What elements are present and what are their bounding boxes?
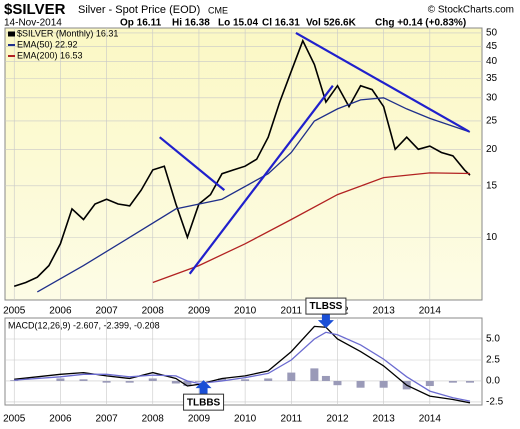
series-line [14,331,471,402]
annotation-box [183,393,225,411]
x-tick-label: 2010 [234,414,257,425]
quote-field: Lo 15.04 [218,18,258,29]
x-tick-label: 2011 [281,306,303,317]
x-tick-label: 2006 [49,306,72,317]
quote-field: Vol 526.6K [306,18,357,29]
series-line [13,38,471,287]
histogram-bar [148,378,157,381]
x-tick-label: 2007 [95,414,118,425]
x-tick-label: 2014 [419,306,442,317]
x-tick-label: 2005 [3,414,26,425]
x-tick-label: 2007 [95,306,118,317]
date: 14-Nov-2014 [4,18,62,29]
x-tick-label: 2009 [188,414,211,425]
histogram-bar [287,372,296,381]
y-tick-label: 45 [486,41,498,52]
plot-area [4,317,483,406]
y-tick-label: 0.0 [486,376,500,387]
series-group [13,38,471,293]
annotation-arrow [317,314,334,329]
x-tick-label: 2006 [49,414,72,425]
histogram-bar [218,378,227,381]
histogram-bar [183,380,192,387]
x-tick-label: 2008 [142,306,165,317]
x-tick-label: 2010 [234,306,257,317]
chart-subtitle: Silver - Spot Price (EOD) [78,4,200,16]
histogram-bar [333,380,342,386]
legend-label: EMA(200) 16.53 [17,50,83,60]
annotation-box [305,297,347,315]
y-tick-label: 10 [486,232,498,243]
quote-field: Hi 16.38 [172,18,210,29]
x-tick-label: 2013 [373,414,396,425]
quote-field: Op 16.11 [120,18,162,29]
histogram-bar [310,368,319,381]
quote-field: Chg +0.14 (+0.83%) [375,18,466,29]
chart-title: $SILVER [4,1,66,18]
y-tick-label: 35 [486,73,498,84]
y-tick-label: 15 [486,180,498,191]
histogram-bar [79,379,88,381]
x-tick-label: 2008 [142,414,165,425]
series-line [36,97,471,293]
histogram-bar [379,380,388,388]
histogram-bar [264,378,273,381]
histogram-bar [171,380,180,384]
x-tick-label: 2011 [281,414,303,425]
annotation-label: TLBSS [310,301,343,312]
source: © StockCharts.com [428,5,514,16]
histogram-bar [56,378,65,381]
trendline [158,136,226,191]
quote-field: Cl 16.31 [262,18,300,29]
histogram-bar [425,380,434,387]
legend-label: $SILVER (Monthly) 16.31 [17,28,118,38]
histogram-bar [356,380,365,388]
panel-title: MACD(12,26,9) -2.607, -2.399, -0.208 [8,320,160,330]
annotation-label: TLBBS [187,397,221,408]
exchange: CME [208,5,228,15]
series-line [14,325,471,404]
histogram-bar [102,380,111,383]
x-tick-label: 2005 [3,306,26,317]
x-tick-label: 2013 [373,306,396,317]
x-tick-label: 2009 [188,306,211,317]
plot-area [4,27,483,301]
histogram-bar [321,375,330,381]
y-tick-label: 30 [486,92,498,103]
histogram-bar [194,380,203,382]
x-tick-label: 2012 [326,414,349,425]
y-tick-label: 20 [486,144,498,155]
y-tick-label: -2.5 [486,397,504,408]
series-line [152,172,471,284]
histogram-bar [448,380,457,383]
trendline [188,85,334,275]
y-tick-label: 2.5 [486,355,500,366]
histogram-bar [125,380,134,383]
histogram-bar [241,379,250,381]
y-tick-label: 5.0 [486,334,500,345]
x-tick-label: 2014 [419,414,442,425]
y-tick-label: 25 [486,116,498,127]
legend-label: EMA(50) 22.92 [17,39,78,49]
y-tick-label: 40 [486,56,498,67]
y-tick-label: 50 [486,28,498,39]
trendline [295,32,470,133]
histogram-bar [465,380,474,383]
annotation-arrow [195,380,212,395]
series-group [10,325,474,404]
